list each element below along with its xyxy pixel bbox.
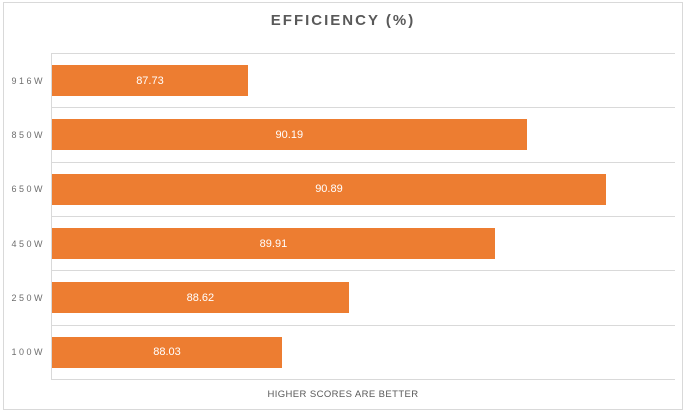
chart-row: 650W 90.89 bbox=[11, 161, 675, 216]
bar-value-label: 87.73 bbox=[136, 74, 164, 87]
category-axis-label: 250W bbox=[11, 292, 45, 303]
chart-row: 100W 88.03 bbox=[11, 324, 675, 379]
chart-container: EFFICIENCY (%) 916W 87.73 850W 90.19 650W 90.… bbox=[3, 2, 683, 410]
bar: 89.91 bbox=[52, 228, 495, 260]
chart-row: 250W 88.62 bbox=[11, 270, 675, 324]
bar-value-label: 88.03 bbox=[153, 346, 181, 359]
bar: 87.73 bbox=[52, 65, 248, 97]
bar-value-label: 89.91 bbox=[259, 237, 288, 250]
plot-area: 916W 87.73 850W 90.19 650W 90.89 450W 89.91 250W… bbox=[11, 53, 675, 380]
category-axis-label: 100W bbox=[11, 347, 45, 358]
bar: 90.19 bbox=[52, 119, 527, 151]
chart-title: EFFICIENCY (%) bbox=[270, 12, 416, 29]
category-axis-label: 850W bbox=[11, 129, 45, 140]
bar: 88.03 bbox=[52, 336, 282, 368]
chart-row: 850W 90.19 bbox=[11, 107, 675, 161]
chart-row: 450W 89.91 bbox=[11, 215, 675, 270]
bar: 90.89 bbox=[52, 173, 606, 205]
bar-value-label: 88.62 bbox=[186, 291, 215, 304]
chart-footer-note: HIGHER SCORES ARE BETTER bbox=[267, 389, 419, 400]
bar-value-label: 90.89 bbox=[315, 183, 343, 196]
category-axis-label: 450W bbox=[11, 238, 45, 249]
bar: 88.62 bbox=[52, 282, 349, 314]
chart-row: 916W 87.73 bbox=[11, 53, 675, 107]
category-axis-label: 916W bbox=[11, 75, 45, 86]
category-axis-label: 650W bbox=[11, 184, 45, 195]
bar-value-label: 90.19 bbox=[275, 128, 304, 141]
